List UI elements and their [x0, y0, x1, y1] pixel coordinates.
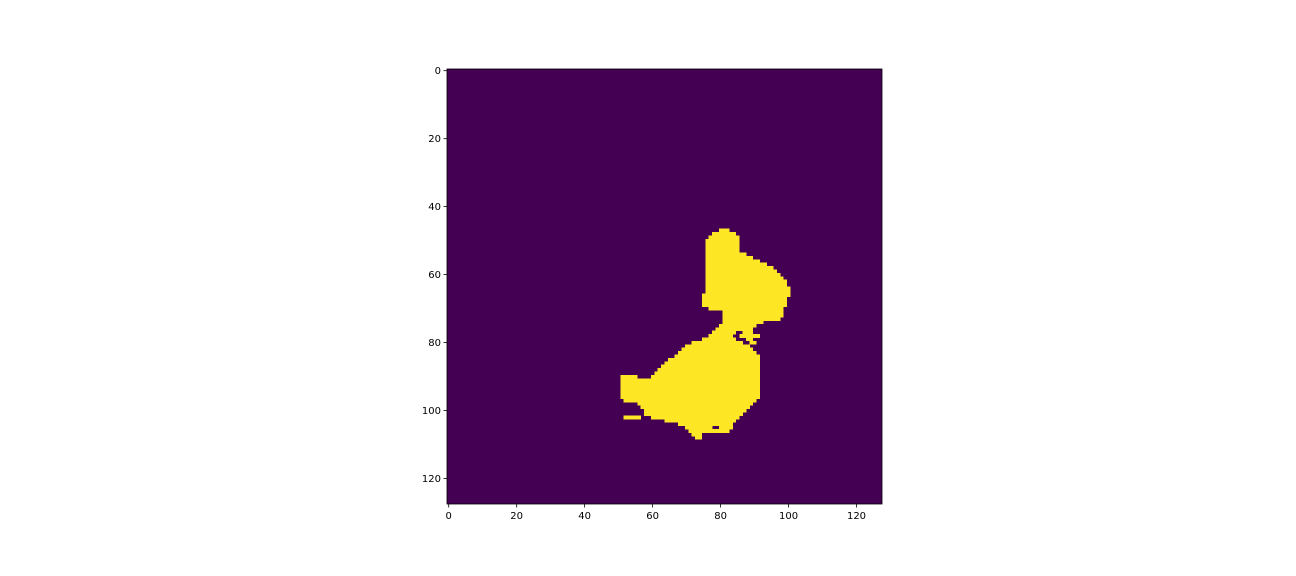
mask-cell-span	[664, 361, 760, 365]
y-tick-label: 40	[428, 202, 441, 213]
mask-cell-span	[678, 351, 757, 355]
mask-cell-span	[746, 337, 754, 342]
mask-cell-span	[620, 374, 638, 379]
mask-cell-span	[705, 255, 754, 260]
mask-cell-span	[722, 310, 784, 314]
mask-cell-span	[684, 425, 713, 430]
mask-cell-span	[620, 388, 760, 393]
y-tick-label: 100	[422, 406, 441, 417]
x-tick-label: 60	[646, 511, 659, 522]
plot-area	[446, 68, 883, 505]
mask-cell-span	[705, 259, 760, 264]
mask-cell-span	[691, 340, 743, 345]
mask-cell-span	[722, 317, 781, 321]
mask-cell-span	[715, 327, 754, 331]
mask-cell-span	[705, 245, 740, 250]
x-tick-label: 0	[446, 511, 452, 522]
mask-cell-span	[681, 347, 754, 352]
mask-cell-span	[708, 306, 784, 311]
y-tick-label: 0	[435, 66, 441, 77]
mask-cell-span	[705, 272, 781, 277]
mask-cell-span	[701, 293, 791, 297]
mask-cell-span	[718, 323, 757, 328]
mask-cell-span	[661, 364, 760, 369]
mask-cell-span	[654, 371, 760, 376]
mask-cell-span	[650, 374, 760, 379]
y-tick-label: 20	[428, 134, 441, 145]
mask-cell-span	[705, 283, 788, 287]
mask-cell-span	[705, 269, 777, 274]
x-axis: 0 20 40 60 80 100 120	[446, 504, 866, 522]
heatmap-background	[447, 69, 882, 504]
mask-cell-span	[722, 320, 764, 325]
mask-cell-span	[705, 276, 784, 281]
mask-cell-span	[623, 398, 757, 403]
mask-cell-span	[749, 340, 757, 345]
mask-cell-span	[742, 330, 754, 335]
mask-cell-span	[644, 408, 747, 413]
x-tick-label: 40	[578, 511, 591, 522]
mask-cell-span	[691, 432, 703, 437]
mask-cell-span	[705, 249, 740, 253]
mask-region	[620, 228, 791, 440]
mask-cell-span	[620, 391, 760, 396]
mask-cell-span	[705, 286, 791, 291]
y-axis: 0 20 40 60 80 100 120	[422, 66, 447, 485]
mask-cell-span	[695, 436, 703, 440]
x-tick-label: 120	[847, 511, 866, 522]
mask-cell-span	[705, 266, 774, 270]
mask-cell-span	[657, 368, 760, 372]
mask-cell-span	[701, 303, 788, 308]
mask-cell-span	[623, 415, 642, 420]
mask-cell-span	[718, 425, 733, 430]
mask-cell-span	[644, 412, 743, 416]
x-tick-label: 100	[779, 511, 798, 522]
axes-frame	[446, 68, 883, 505]
mask-cell-span	[705, 289, 791, 294]
mask-cell-span	[640, 405, 750, 410]
mask-cell-span	[705, 262, 767, 267]
mask-cell-span	[684, 344, 750, 348]
mask-cell-span	[674, 354, 760, 359]
y-tick-label: 80	[428, 338, 441, 349]
mask-cell-span	[637, 402, 754, 406]
mask-cell-span	[678, 422, 733, 427]
mask-cell-span	[705, 252, 747, 257]
mask-cell-span	[705, 238, 740, 243]
mask-cell-span	[701, 296, 788, 301]
mask-cell-span	[705, 242, 740, 247]
mask-cell-span	[620, 378, 760, 382]
x-tick-label: 80	[714, 511, 727, 522]
y-tick-label: 60	[428, 270, 441, 281]
mask-cell-span	[712, 330, 737, 335]
mask-cell-span	[688, 429, 709, 433]
mask-cell-span	[667, 357, 760, 362]
mask-cell-span	[701, 337, 737, 342]
mask-cell-span	[739, 334, 760, 338]
mask-cell-span	[664, 419, 737, 423]
mask-cell-span	[620, 395, 760, 399]
x-tick-label: 20	[510, 511, 523, 522]
y-tick-label: 120	[422, 474, 441, 485]
mask-cell-span	[708, 429, 730, 433]
mask-cell-span	[620, 385, 760, 389]
mask-cell-span	[620, 381, 760, 386]
mask-cell-span	[650, 415, 740, 420]
mask-cell-span	[712, 232, 737, 236]
mask-cell-span	[722, 313, 784, 318]
mask-cell-span	[701, 300, 788, 304]
mask-cell-span	[708, 334, 733, 338]
mask-cell-span	[708, 235, 740, 240]
mask-cell-span	[705, 279, 788, 284]
mask-cell-span	[718, 228, 730, 233]
